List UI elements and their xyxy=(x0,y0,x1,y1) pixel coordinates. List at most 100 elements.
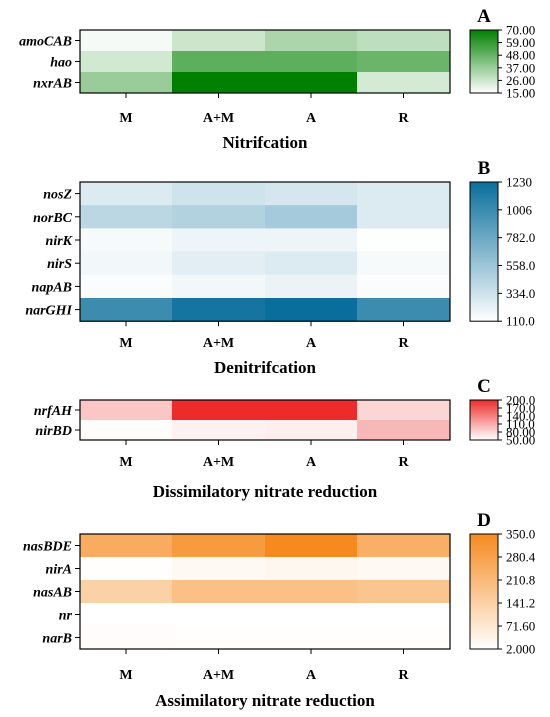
col-label-A: A xyxy=(306,111,317,126)
row-label-nasAB: nasAB xyxy=(33,586,72,601)
heatmap-frame-C xyxy=(79,399,451,441)
panel-title-B: Denitrifcation xyxy=(214,358,317,377)
heat-cell-hao-R xyxy=(357,51,451,73)
colorbar-tick-label: 200.0 xyxy=(506,393,535,408)
heat-cell-nirK-R xyxy=(357,228,451,253)
panel-letter-A: A xyxy=(477,6,491,27)
col-label-A: A xyxy=(306,455,317,470)
col-label-R: R xyxy=(398,668,409,683)
colorbar-tick-label: 37.00 xyxy=(506,60,535,75)
heat-cell-nrfAH-A+M xyxy=(172,400,266,421)
col-label-R: R xyxy=(398,111,409,126)
row-label-nasBDE: nasBDE xyxy=(23,540,72,555)
col-label-A+M: A+M xyxy=(203,668,234,683)
heat-cell-nosZ-R xyxy=(357,182,451,206)
heat-cell-nasBDE-A xyxy=(265,534,358,558)
col-label-A+M: A+M xyxy=(203,111,234,126)
heat-cell-hao-A+M xyxy=(172,51,266,73)
col-label-A: A xyxy=(306,668,317,683)
colorbar-B xyxy=(469,181,499,322)
heatmap-frame-B xyxy=(79,181,451,322)
heat-cell-hao-A xyxy=(265,51,358,73)
heat-cell-nosZ-M xyxy=(80,182,173,206)
heat-cell-nxrAB-A xyxy=(265,72,358,94)
heat-cell-nasBDE-R xyxy=(357,534,451,558)
heat-cell-nasBDE-A+M xyxy=(172,534,266,558)
colorbar-tick-label: 140.0 xyxy=(506,409,535,424)
colorbar-tick-label: 170.0 xyxy=(506,401,535,416)
col-label-M: M xyxy=(119,455,132,470)
heat-cell-napAB-M xyxy=(80,274,173,299)
row-label-narB: narB xyxy=(42,632,72,647)
heat-cell-nr-A xyxy=(265,603,358,627)
col-label-M: M xyxy=(119,336,132,351)
row-label-nirA: nirA xyxy=(46,563,72,578)
panel-letter-C: C xyxy=(477,376,491,397)
colorbar-tick-label: 50.00 xyxy=(506,433,535,448)
heat-cell-nirA-M xyxy=(80,557,173,581)
row-label-nirBD: nirBD xyxy=(35,424,72,439)
colorbar-C xyxy=(469,399,499,441)
colorbar-tick-label: 110.0 xyxy=(506,417,535,432)
row-label-nxrAB: nxrAB xyxy=(33,77,72,92)
heat-cell-nr-M xyxy=(80,603,173,627)
heat-cell-napAB-R xyxy=(357,274,451,299)
panel-letter-B: B xyxy=(478,158,491,179)
heat-cell-nirA-A+M xyxy=(172,557,266,581)
heat-cell-nrfAH-R xyxy=(357,400,451,421)
col-label-M: M xyxy=(119,111,132,126)
heat-cell-nirS-A xyxy=(265,251,358,276)
heat-cell-nxrAB-A+M xyxy=(172,72,266,94)
heat-cell-narB-R xyxy=(357,626,451,650)
row-label-narGHI: narGHI xyxy=(25,304,72,319)
colorbar-tick-label: 80.00 xyxy=(506,425,535,440)
heat-cell-nasAB-M xyxy=(80,580,173,604)
heat-cell-nirK-A xyxy=(265,228,358,253)
colorbar-tick-label: 1006 xyxy=(506,202,533,217)
heat-cell-nirA-R xyxy=(357,557,451,581)
colorbar-A xyxy=(469,29,499,94)
heat-cell-norBC-R xyxy=(357,205,451,229)
heat-cell-napAB-A xyxy=(265,274,358,299)
heat-cell-nirA-A xyxy=(265,557,358,581)
colorbar-tick-label: 2.000 xyxy=(506,642,535,657)
heat-cell-nrfAH-A xyxy=(265,400,358,421)
heat-cell-nirK-A+M xyxy=(172,228,266,253)
heat-cell-narB-A xyxy=(265,626,358,650)
col-label-A+M: A+M xyxy=(203,336,234,351)
colorbar-tick-label: 48.00 xyxy=(506,48,535,63)
heat-cell-amoCAB-A xyxy=(265,30,358,52)
colorbar-tick-label: 350.0 xyxy=(506,527,535,542)
heat-cell-norBC-M xyxy=(80,205,173,229)
colorbar-tick-label: 59.00 xyxy=(506,35,535,50)
heat-cell-nr-R xyxy=(357,603,451,627)
heat-cell-nirK-M xyxy=(80,228,173,253)
heat-cell-nirBD-A xyxy=(265,420,358,441)
heat-cell-nirS-M xyxy=(80,251,173,276)
heat-cell-nxrAB-M xyxy=(80,72,173,94)
heat-cell-nirS-A+M xyxy=(172,251,266,276)
row-label-amoCAB: amoCAB xyxy=(19,35,72,50)
heat-cell-narB-M xyxy=(80,626,173,650)
row-label-norBC: norBC xyxy=(33,211,73,226)
heat-cell-napAB-A+M xyxy=(172,274,266,299)
colorbar-tick-label: 110.0 xyxy=(506,314,535,329)
heat-cell-nirS-R xyxy=(357,251,451,276)
colorbar-tick-label: 1230 xyxy=(506,175,532,190)
row-label-nosZ: nosZ xyxy=(43,188,72,203)
panel-title-D: Assimilatory nitrate reduction xyxy=(155,691,375,710)
row-label-nirK: nirK xyxy=(46,234,74,249)
col-label-R: R xyxy=(398,455,409,470)
colorbar-tick-label: 210.8 xyxy=(506,573,535,588)
heat-cell-narB-A+M xyxy=(172,626,266,650)
row-label-hao: hao xyxy=(50,56,72,71)
heat-cell-nirBD-M xyxy=(80,420,173,441)
row-label-nrfAH: nrfAH xyxy=(34,404,73,419)
colorbar-tick-label: 70.00 xyxy=(506,23,535,38)
col-label-A: A xyxy=(306,336,317,351)
heat-cell-narGHI-A+M xyxy=(172,298,266,322)
heat-cell-nasBDE-M xyxy=(80,534,173,558)
colorbar-tick-label: 141.2 xyxy=(506,596,535,611)
heat-cell-narGHI-M xyxy=(80,298,173,322)
